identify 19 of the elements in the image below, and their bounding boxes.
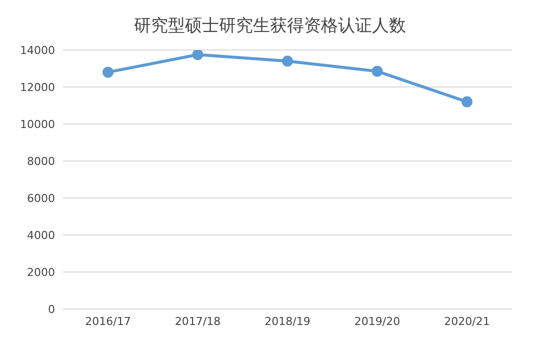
point (462, 96, 472, 108)
y-tick-label: 14000 (20, 44, 55, 57)
y-tick-label: 0 (48, 302, 55, 316)
x-tick-label: 2020/21 (444, 314, 490, 328)
x-tick-label: 2018/19 (264, 314, 310, 328)
y-tick-label: 8000 (27, 154, 55, 168)
y-tick-label: 10000 (20, 118, 55, 131)
chart-title: 研究型硕士研究生获得资格认证人数 (133, 15, 407, 38)
point (372, 66, 383, 77)
y-tick-label: 2000 (27, 266, 55, 279)
point (102, 66, 114, 78)
y-tick-label: 12000 (20, 80, 55, 94)
x-tick-label: 2019/20 (354, 314, 400, 328)
y-tick-label: 6000 (27, 192, 55, 205)
point (192, 50, 204, 60)
x-tick-label: 2017/18 (174, 314, 221, 328)
y-tick-label: 4000 (27, 228, 55, 242)
point (282, 56, 293, 67)
x-tick-label: 2016/17 (85, 314, 131, 328)
